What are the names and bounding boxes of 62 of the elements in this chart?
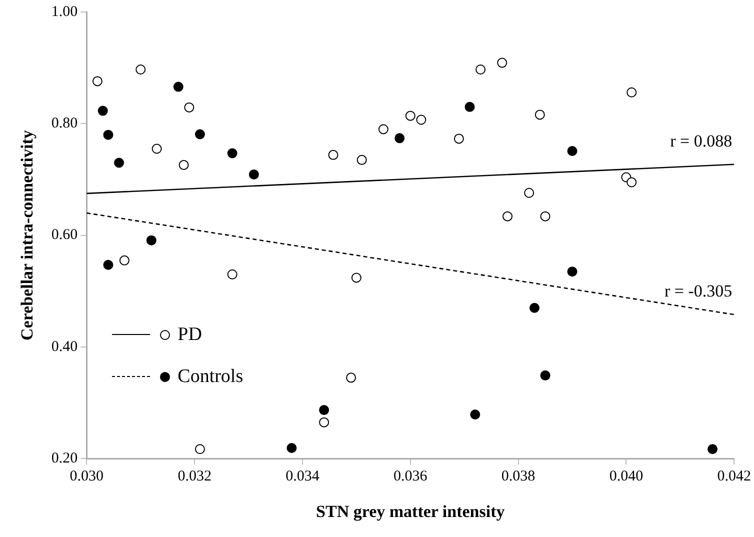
point xyxy=(173,82,184,92)
point xyxy=(534,110,545,120)
x-tick-label: 0.032 xyxy=(178,468,212,485)
point xyxy=(708,444,718,454)
annotation: r = 0.088 xyxy=(670,131,732,150)
point xyxy=(540,211,550,222)
y-tick-label: 0.80 xyxy=(51,116,78,132)
point xyxy=(98,106,108,116)
point xyxy=(227,148,238,158)
x-tick-label: 0.042 xyxy=(717,468,751,485)
point xyxy=(476,64,486,74)
point xyxy=(114,158,124,168)
point xyxy=(502,211,513,222)
point xyxy=(454,134,464,144)
point xyxy=(497,58,508,68)
point xyxy=(194,129,205,140)
point xyxy=(470,410,480,420)
legend-label: PD xyxy=(178,324,202,346)
point xyxy=(319,417,330,428)
point xyxy=(227,269,238,280)
y-tick-label: 1.00 xyxy=(51,4,78,20)
point xyxy=(626,87,637,98)
point xyxy=(319,405,330,416)
x-tick-label: 0.038 xyxy=(501,468,536,485)
point xyxy=(103,130,114,140)
point xyxy=(464,102,475,112)
legend-label: Controls xyxy=(178,366,244,388)
x-axis-title: STN grey matter intensity xyxy=(316,502,506,522)
y-tick-label: 0.20 xyxy=(51,450,78,467)
point xyxy=(394,133,405,144)
point xyxy=(626,177,637,188)
x-tick-label: 0.030 xyxy=(70,468,104,485)
point xyxy=(351,272,362,283)
point xyxy=(286,442,297,453)
point xyxy=(152,144,162,154)
point xyxy=(524,188,534,198)
point xyxy=(529,302,540,313)
y-tick-label: 0.60 xyxy=(51,227,78,244)
x-tick-label: 0.036 xyxy=(394,468,428,485)
point xyxy=(103,260,114,270)
point xyxy=(146,235,156,246)
point xyxy=(194,444,205,454)
point xyxy=(92,76,102,86)
point xyxy=(119,255,130,266)
y-tick-label: 0.40 xyxy=(51,338,78,355)
point xyxy=(416,114,426,125)
x-tick-label: 0.034 xyxy=(286,468,320,485)
point xyxy=(356,154,367,165)
point xyxy=(178,160,189,170)
y-axis-title: Cerebellar intra-connectivity xyxy=(18,130,37,341)
point xyxy=(567,146,578,156)
point xyxy=(567,266,578,277)
point xyxy=(378,124,388,134)
point xyxy=(540,370,550,380)
point xyxy=(184,102,194,112)
annotation: r = -0.305 xyxy=(664,282,732,301)
point xyxy=(405,110,416,121)
point xyxy=(136,64,146,74)
x-tick-label: 0.040 xyxy=(609,468,644,485)
point xyxy=(248,169,259,180)
point xyxy=(328,150,338,160)
point xyxy=(346,372,356,383)
